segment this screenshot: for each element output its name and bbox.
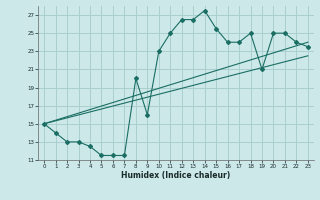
X-axis label: Humidex (Indice chaleur): Humidex (Indice chaleur): [121, 171, 231, 180]
